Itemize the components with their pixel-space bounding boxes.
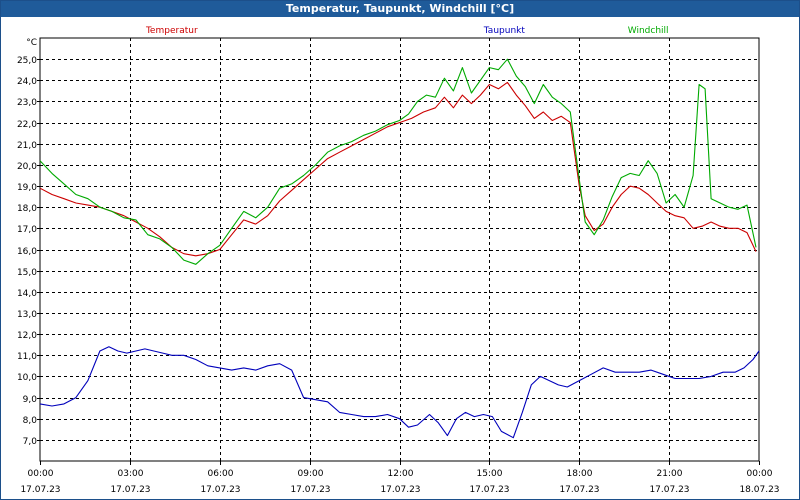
y-tick-label: 17,0: [17, 225, 37, 235]
y-tick-label: 12,0: [17, 331, 37, 341]
y-axis-unit: °C: [26, 38, 37, 48]
x-tick-time: 03:00: [118, 469, 144, 479]
x-tick-date: 17.07.23: [200, 485, 240, 495]
chart-title: Temperatur, Taupunkt, Windchill [°C]: [1, 1, 799, 17]
legend-temperatur: Temperatur: [145, 26, 198, 36]
x-tick-time: 12:00: [388, 469, 414, 479]
x-tick-time: 09:00: [298, 469, 324, 479]
y-tick-label: 15,0: [17, 268, 37, 278]
y-tick-label: 23,0: [17, 98, 37, 108]
legend-windchill: Windchill: [628, 26, 669, 36]
x-tick-date: 17.07.23: [20, 485, 60, 495]
y-tick-label: 11,0: [17, 352, 37, 362]
y-tick-label: 14,0: [17, 289, 37, 299]
y-tick-label: 8,0: [23, 416, 38, 426]
x-tick-time: 21:00: [657, 469, 683, 479]
y-tick-label: 24,0: [17, 77, 37, 87]
x-tick-time: 06:00: [208, 469, 234, 479]
y-tick-label: 19,0: [17, 183, 37, 193]
y-tick-label: 22,0: [17, 120, 37, 130]
x-tick-date: 17.07.23: [110, 485, 150, 495]
y-tick-label: 20,0: [17, 162, 37, 172]
series-line-windchill: [39, 58, 757, 265]
y-tick-label: 21,0: [17, 141, 37, 151]
x-tick-date: 17.07.23: [469, 485, 509, 495]
y-tick-label: 10,0: [17, 373, 37, 383]
x-tick-time: 15:00: [477, 469, 503, 479]
y-tick-label: 7,0: [23, 437, 38, 447]
x-tick-date: 17.07.23: [649, 485, 689, 495]
y-tick-label: 18,0: [17, 204, 37, 214]
x-tick-time: 18:00: [567, 469, 593, 479]
y-tick-label: 13,0: [17, 310, 37, 320]
x-tick-time: 00:00: [747, 469, 773, 479]
y-tick-label: 9,0: [23, 395, 38, 405]
y-tick-label: 16,0: [17, 247, 37, 257]
x-tick-date: 17.07.23: [290, 485, 330, 495]
y-tick-label: 25,0: [17, 56, 37, 66]
x-tick-date: 17.07.23: [380, 485, 420, 495]
x-tick-date: 18.07.23: [739, 485, 779, 495]
series-line-taupunkt: [39, 346, 760, 439]
x-tick-time: 00:00: [28, 469, 54, 479]
x-tick-date: 17.07.23: [559, 485, 599, 495]
plot-area: [39, 37, 760, 462]
series-line-temperatur: [39, 81, 757, 257]
legend-taupunkt: Taupunkt: [483, 26, 526, 36]
